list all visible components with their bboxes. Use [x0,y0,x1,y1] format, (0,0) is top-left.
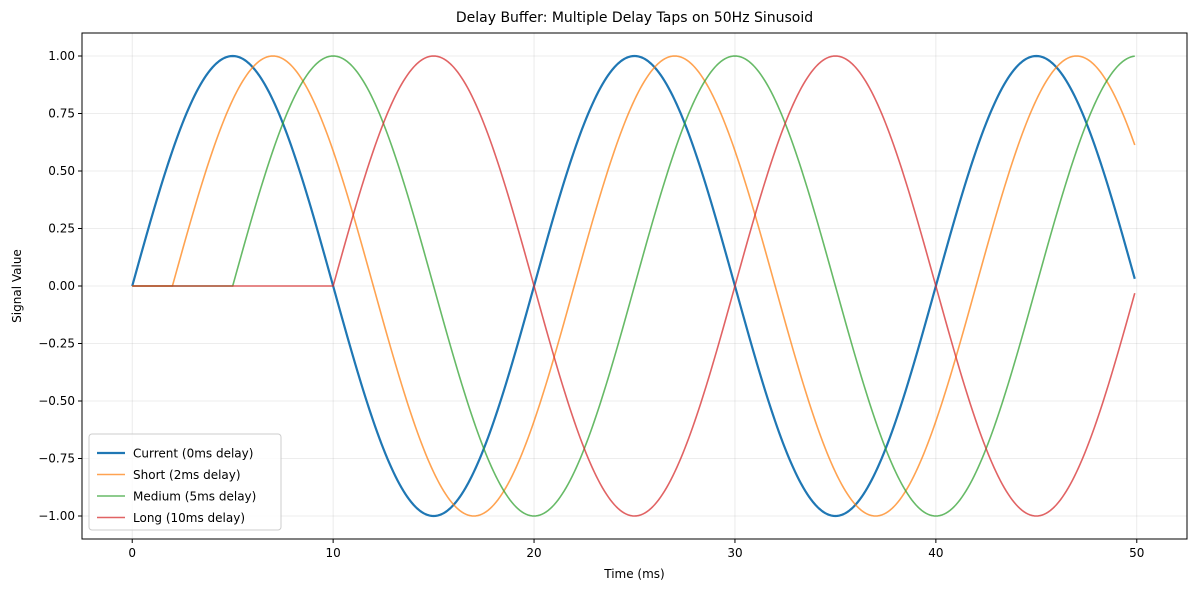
series-line-4 [132,55,1136,517]
legend-label: Medium (5ms delay) [133,490,256,504]
y-tick-label: −0.25 [38,337,75,351]
y-tick-label: 0.75 [48,107,75,121]
x-tick-label: 10 [325,546,340,560]
x-axis: 0 10 20 30 40 50 [128,539,1144,560]
legend-box [88,433,282,531]
series-layer [131,54,1136,518]
chart-title: Delay Buffer: Multiple Delay Taps on 50H… [456,10,813,26]
y-axis: −1.00 −0.75 −0.50 −0.25 0.00 0.25 0.50 0.75 1.00 [38,49,82,523]
y-axis-label: Signal Value [10,249,24,323]
x-axis-label: Time (ms) [603,567,665,581]
x-tick-label: 0 [128,546,136,560]
y-tick-label: 0.50 [48,164,75,178]
legend: Current (0ms delay) Short (2ms delay) Medi… [88,433,282,531]
series-line-1 [131,54,1136,518]
x-tick-label: 40 [928,546,943,560]
x-tick-label: 20 [526,546,541,560]
x-tick-label: 30 [727,546,742,560]
y-tick-label: −0.75 [38,452,75,466]
series-line-2 [132,55,1136,517]
legend-label: Short (2ms delay) [133,468,241,482]
y-tick-label: −0.50 [38,394,75,408]
legend-label: Current (0ms delay) [133,447,253,461]
y-tick-label: 1.00 [48,49,75,63]
x-tick-label: 50 [1129,546,1144,560]
y-tick-label: 0.00 [48,279,75,293]
y-tick-label: 0.25 [48,222,75,236]
y-tick-label: −1.00 [38,509,75,523]
legend-label: Long (10ms delay) [133,511,245,525]
series-line-3 [132,55,1135,517]
